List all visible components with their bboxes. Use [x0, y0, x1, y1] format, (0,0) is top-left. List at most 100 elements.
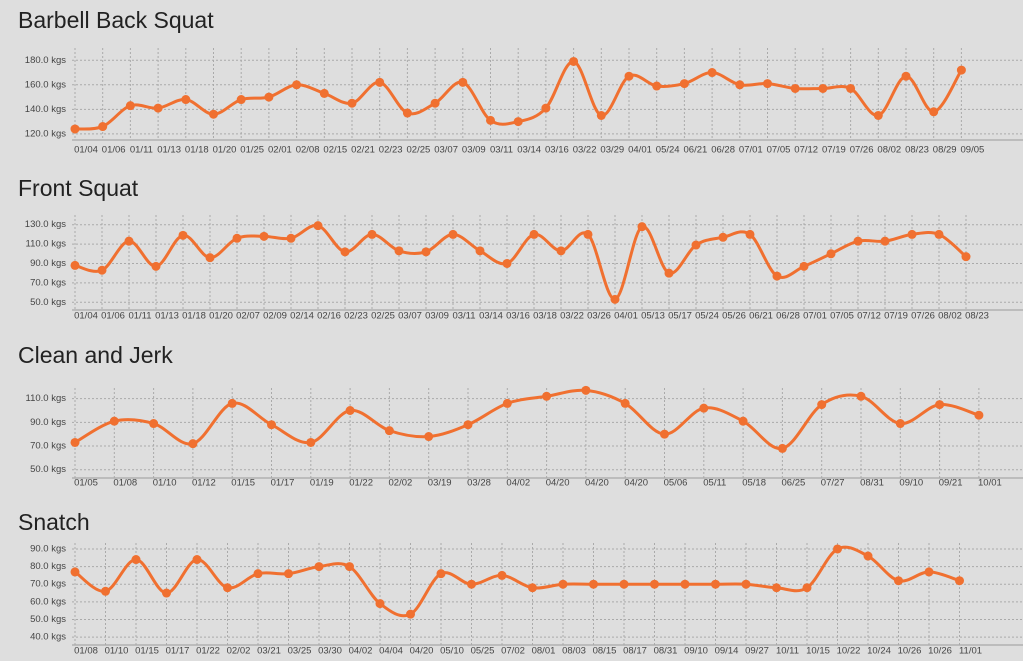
point: [833, 544, 842, 554]
x-tick-label: 03/30: [318, 646, 342, 657]
point: [929, 107, 939, 117]
point: [650, 579, 659, 589]
point: [345, 406, 355, 415]
point: [375, 77, 385, 87]
point: [818, 83, 828, 93]
point: [345, 562, 354, 572]
point: [424, 432, 434, 442]
point: [961, 252, 971, 262]
x-tick-label: 08/02: [938, 311, 962, 322]
point: [319, 88, 329, 98]
x-tick-label: 08/02: [877, 145, 901, 156]
point: [772, 583, 781, 593]
x-tick-label: 01/04: [74, 311, 98, 322]
point: [463, 420, 473, 430]
x-tick-label: 01/10: [105, 646, 129, 657]
point: [745, 229, 755, 239]
point: [853, 236, 863, 246]
point: [181, 95, 191, 105]
point: [542, 391, 552, 401]
point: [151, 261, 161, 271]
x-tick-label: 01/17: [271, 478, 295, 489]
x-tick-label: 02/02: [389, 478, 413, 489]
point: [699, 403, 709, 413]
point: [863, 551, 873, 561]
point: [664, 268, 674, 278]
x-tick-label: 08/15: [593, 646, 617, 657]
point: [817, 400, 827, 410]
point: [448, 229, 458, 239]
chart-title: Clean and Jerk: [18, 342, 173, 368]
x-tick-label: 05/25: [471, 646, 495, 657]
x-tick-label: 05/06: [664, 478, 688, 489]
x-tick-label: 01/22: [349, 478, 373, 489]
x-tick-label: 10/01: [978, 478, 1002, 489]
point: [232, 233, 242, 243]
y-tick-label: 40.0 kgs: [30, 632, 66, 643]
y-tick-label: 120.0 kgs: [25, 128, 66, 139]
point: [513, 117, 523, 127]
x-tick-label: 07/12: [857, 311, 881, 322]
x-tick-label: 01/11: [130, 145, 153, 156]
x-tick-label: 07/01: [739, 145, 763, 156]
point: [846, 83, 856, 93]
y-tick-label: 180.0 kgs: [25, 55, 66, 66]
x-tick-label: 03/22: [560, 311, 584, 322]
x-tick-label: 09/27: [745, 646, 769, 657]
point: [236, 95, 246, 105]
x-tick-label: 04/01: [614, 311, 638, 322]
point: [430, 98, 440, 108]
x-tick-label: 08/31: [860, 478, 884, 489]
x-tick-label: 03/29: [600, 145, 624, 156]
point: [735, 80, 745, 90]
x-tick-label: 03/18: [533, 311, 557, 322]
point: [340, 247, 350, 257]
point: [70, 567, 80, 577]
x-tick-label: 05/24: [656, 145, 680, 156]
y-tick-label: 90.0 kgs: [30, 258, 66, 269]
x-tick-label: 04/02: [349, 646, 373, 657]
point: [802, 583, 812, 593]
x-tick-label: 01/11: [128, 311, 151, 322]
x-tick-label: 03/28: [467, 478, 491, 489]
y-tick-label: 50.0 kgs: [30, 614, 66, 625]
x-tick-label: 01/04: [74, 145, 98, 156]
x-tick-label: 08/17: [623, 646, 647, 657]
point: [131, 555, 141, 565]
point: [101, 586, 110, 596]
point: [880, 236, 890, 246]
point: [596, 110, 606, 120]
point: [924, 567, 934, 577]
x-tick-label: 03/19: [428, 478, 452, 489]
x-tick-label: 01/17: [166, 646, 190, 657]
chart-title: Barbell Back Squat: [18, 7, 214, 33]
x-tick-label: 04/20: [624, 478, 648, 489]
point: [502, 258, 512, 268]
x-tick-label: 03/22: [573, 145, 597, 156]
point: [394, 246, 404, 256]
y-tick-label: 110.0 kgs: [26, 239, 67, 250]
point: [624, 71, 634, 81]
x-tick-label: 01/22: [196, 646, 220, 657]
point: [70, 437, 80, 447]
x-tick-label: 02/21: [351, 145, 375, 156]
point: [934, 229, 944, 239]
x-tick-label: 02/23: [379, 145, 403, 156]
x-tick-label: 03/21: [257, 646, 281, 657]
x-tick-label: 01/18: [185, 145, 209, 156]
point: [209, 109, 218, 119]
point: [679, 79, 689, 89]
point: [907, 229, 917, 239]
point: [162, 588, 171, 598]
point: [619, 579, 629, 589]
x-tick-label: 07/02: [501, 646, 525, 657]
x-tick-label: 01/06: [101, 311, 125, 322]
x-tick-label: 03/16: [545, 145, 569, 156]
x-tick-label: 02/09: [263, 311, 287, 322]
x-tick-label: 02/15: [323, 145, 347, 156]
point: [109, 416, 119, 426]
point: [741, 579, 751, 589]
x-tick-label: 10/15: [806, 646, 830, 657]
x-tick-label: 11/01: [959, 646, 982, 657]
point: [367, 229, 377, 239]
